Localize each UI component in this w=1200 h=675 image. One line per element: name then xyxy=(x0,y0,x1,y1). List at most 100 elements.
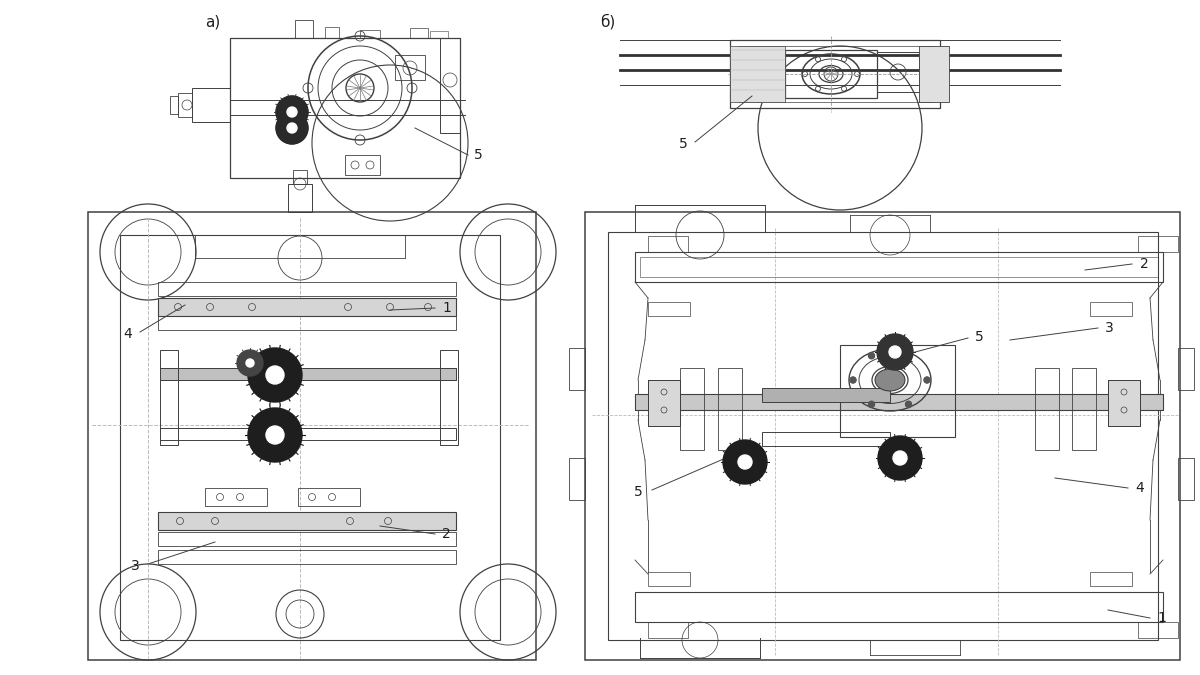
Text: 2: 2 xyxy=(1140,257,1148,271)
Bar xyxy=(1108,380,1140,426)
Circle shape xyxy=(906,401,912,407)
Bar xyxy=(785,50,877,98)
Text: 5: 5 xyxy=(474,148,482,162)
Bar xyxy=(410,28,428,38)
Bar xyxy=(230,38,460,178)
Bar xyxy=(160,428,456,440)
Bar xyxy=(730,46,785,102)
Text: 2: 2 xyxy=(442,527,451,541)
Bar xyxy=(608,232,1158,640)
Bar xyxy=(762,432,890,446)
Text: 3: 3 xyxy=(131,559,140,573)
Text: 5: 5 xyxy=(635,485,643,499)
Bar xyxy=(288,184,312,212)
Bar xyxy=(360,30,380,38)
Text: 5: 5 xyxy=(679,137,688,151)
Bar xyxy=(170,96,178,114)
Bar xyxy=(158,316,456,330)
Bar xyxy=(1072,368,1096,450)
Bar xyxy=(1090,302,1132,316)
Bar xyxy=(440,38,460,133)
Bar xyxy=(160,368,456,380)
Bar xyxy=(1108,380,1140,426)
Bar xyxy=(178,93,192,117)
Circle shape xyxy=(924,377,930,383)
Bar xyxy=(293,170,307,184)
Bar xyxy=(635,394,1163,410)
Bar xyxy=(295,20,313,38)
Circle shape xyxy=(248,348,302,402)
Bar xyxy=(1138,236,1178,252)
Bar xyxy=(569,348,586,390)
Bar xyxy=(395,55,425,80)
Bar xyxy=(648,380,680,426)
Text: 4: 4 xyxy=(1135,481,1144,495)
Bar xyxy=(648,236,688,252)
Bar xyxy=(919,46,949,102)
Circle shape xyxy=(246,359,254,367)
Bar xyxy=(1138,622,1178,638)
Bar xyxy=(158,550,456,564)
Bar xyxy=(635,252,1163,282)
Circle shape xyxy=(869,353,875,358)
Bar xyxy=(586,212,1180,660)
Circle shape xyxy=(287,107,298,117)
Text: 3: 3 xyxy=(1105,321,1114,335)
Text: б): б) xyxy=(600,14,616,30)
Circle shape xyxy=(906,353,912,358)
Circle shape xyxy=(266,426,284,444)
Text: а): а) xyxy=(205,14,221,30)
Circle shape xyxy=(238,350,263,376)
Bar xyxy=(730,40,940,108)
Bar xyxy=(192,88,230,122)
Bar xyxy=(648,302,690,316)
Circle shape xyxy=(878,436,922,480)
Bar xyxy=(635,394,1163,410)
Bar xyxy=(88,212,536,660)
Bar xyxy=(640,257,1158,277)
Bar xyxy=(762,388,890,402)
Circle shape xyxy=(722,440,767,484)
Bar xyxy=(718,368,742,450)
Circle shape xyxy=(287,123,298,133)
Bar xyxy=(877,52,919,92)
Bar xyxy=(440,350,458,445)
Circle shape xyxy=(266,366,284,384)
Text: 1: 1 xyxy=(442,301,451,315)
Bar xyxy=(1090,572,1132,586)
Bar xyxy=(346,155,380,175)
Bar xyxy=(840,345,955,437)
Circle shape xyxy=(248,408,302,462)
Circle shape xyxy=(877,334,913,370)
Bar xyxy=(680,368,704,450)
Circle shape xyxy=(276,96,308,128)
Bar xyxy=(158,532,456,546)
Bar xyxy=(160,350,178,445)
Bar xyxy=(648,380,680,426)
Bar xyxy=(635,592,1163,622)
Bar xyxy=(569,458,586,500)
Bar xyxy=(158,282,456,296)
Bar xyxy=(325,27,340,38)
Text: 4: 4 xyxy=(124,327,132,341)
Bar xyxy=(738,46,932,102)
Ellipse shape xyxy=(875,369,905,391)
Bar xyxy=(1178,458,1194,500)
Bar xyxy=(205,488,266,506)
Circle shape xyxy=(850,377,856,383)
Bar xyxy=(298,488,360,506)
Circle shape xyxy=(893,451,907,465)
Bar xyxy=(648,622,688,638)
Bar xyxy=(1178,348,1194,390)
Bar xyxy=(160,368,456,380)
Circle shape xyxy=(889,346,901,358)
Circle shape xyxy=(738,455,752,469)
Bar xyxy=(158,512,456,530)
Bar xyxy=(648,572,690,586)
Bar xyxy=(158,298,456,316)
Bar xyxy=(1034,368,1060,450)
Bar xyxy=(120,235,500,640)
Bar xyxy=(430,31,448,38)
Text: 5: 5 xyxy=(974,330,984,344)
Text: 1: 1 xyxy=(1157,611,1166,625)
